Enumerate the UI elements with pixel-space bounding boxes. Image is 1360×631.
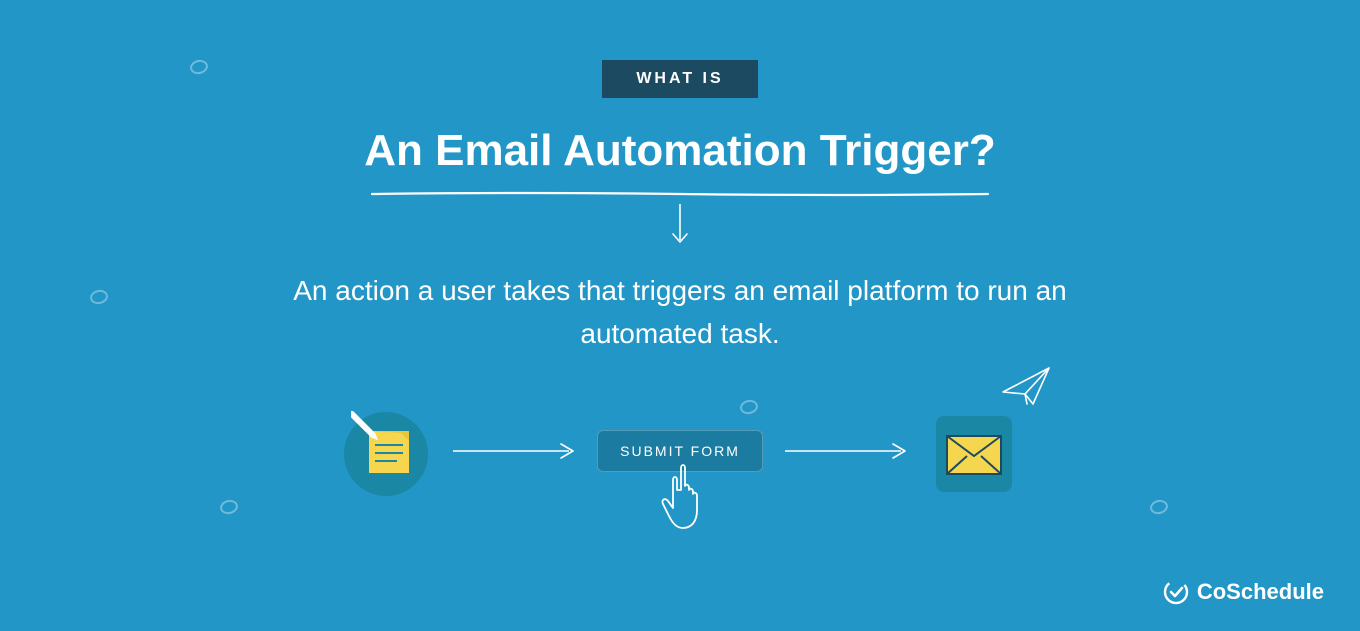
step-email-send [929,406,1019,496]
paper-plane-icon [999,364,1053,408]
cursor-hand-icon [655,460,719,538]
flow-diagram: SUBMIT FORM [341,406,1019,496]
brand-name: CoSchedule [1197,579,1324,605]
doodle-circle [219,498,240,515]
form-note-icon [351,411,421,491]
flow-arrow-icon [449,441,579,461]
title-underline [370,184,990,190]
doodle-circle [189,58,210,75]
submit-button-label: SUBMIT FORM [620,443,740,459]
down-arrow-icon [669,202,691,251]
infographic-canvas: WHAT IS An Email Automation Trigger? An … [0,0,1360,631]
step-submit: SUBMIT FORM [597,430,763,472]
doodle-circle [89,288,110,305]
main-title: An Email Automation Trigger? [364,126,996,176]
brand-logo: CoSchedule [1163,579,1324,605]
doodle-circle [1149,498,1170,515]
eyebrow-badge: WHAT IS [602,60,757,98]
eyebrow-text: WHAT IS [636,70,723,87]
envelope-icon [945,434,1003,476]
brand-mark-icon [1163,579,1189,605]
definition-text: An action a user takes that triggers an … [270,269,1090,356]
step-form-write [341,406,431,496]
flow-arrow-icon [781,441,911,461]
